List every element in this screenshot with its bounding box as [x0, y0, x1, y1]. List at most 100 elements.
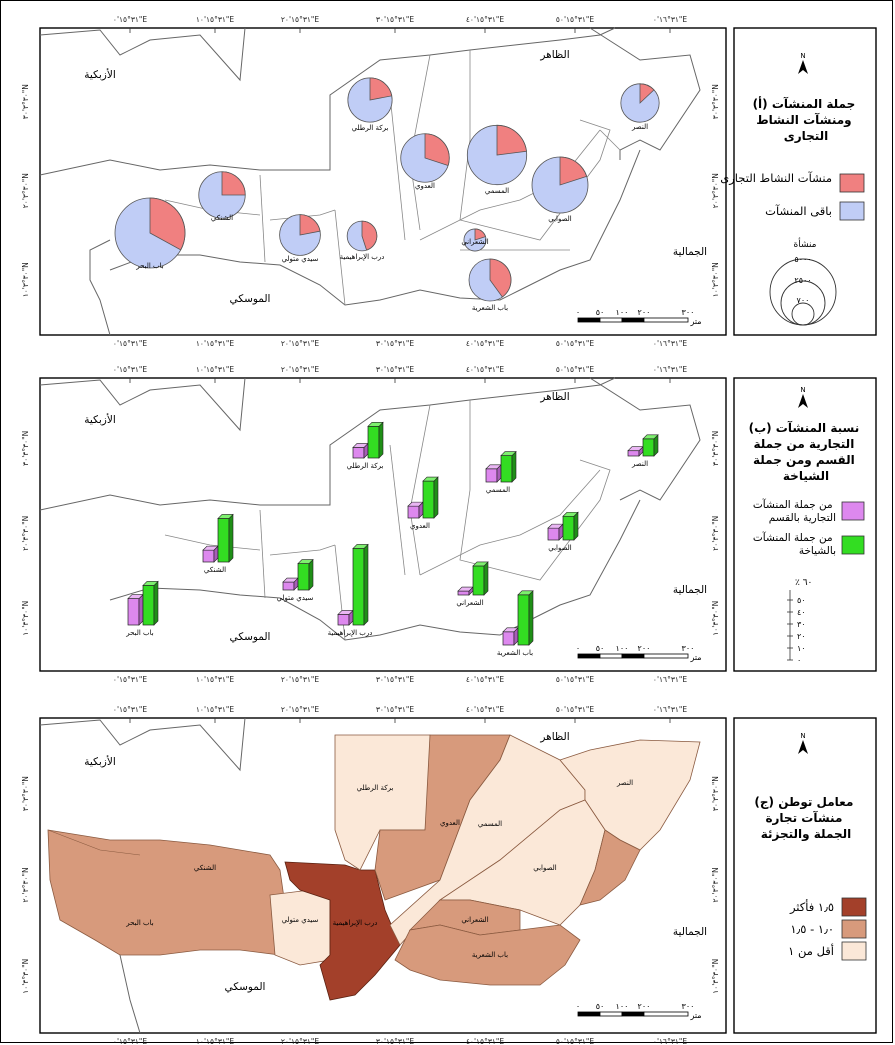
shiakha-label: الصوابي [533, 864, 557, 872]
bar-label: العدوي [410, 522, 430, 530]
grid-label-top: ٣١°١٥'٣٠"E [376, 365, 414, 374]
scale-tick: ٣٠٠ [682, 1002, 695, 1011]
grid-label-left: ٣٠°٣'٢٠"N [21, 867, 30, 902]
legend-swatch [842, 942, 866, 960]
grid-label-top: ٣١°١٥'٢٠"E [281, 15, 319, 24]
grid-label-left: ٣٠°٣'١٠"N [21, 262, 30, 297]
axis-tick-label: ٥٠ [797, 596, 806, 605]
shiakha-label: سيدي متولي [282, 916, 319, 924]
legend-swatch [842, 536, 864, 554]
grid-label-left: ٣٠°٣'١٠"N [21, 959, 30, 994]
grid-label-top: ٣١°١٥'١٠"E [196, 15, 234, 24]
grid-label-bottom: ٣١°١٥'٢٠"E [281, 1037, 319, 1045]
scale-tick: ٢٠٠ [638, 1002, 651, 1011]
legend-title-line: (ب) نسبة المنشآت [749, 420, 860, 435]
bar [423, 481, 434, 518]
area-sidi-mitwalli [270, 890, 330, 965]
legend-title-line: (أ) جملة المنشآت [753, 96, 856, 111]
pie-label: سيدي متولي [282, 255, 319, 263]
pie-label: بركة الرطلي [352, 124, 389, 132]
bar [353, 447, 364, 458]
bar [518, 595, 529, 645]
legend-label: ١٫٠ - ١٫٥ [790, 922, 834, 936]
bar [298, 564, 309, 590]
grid-label-bottom: ٣١°١٥'٣٠"E [376, 339, 414, 348]
panel-c [40, 718, 876, 1033]
legend-title-line: منشآت تجارة [765, 810, 842, 825]
legend-swatch [842, 502, 864, 520]
district-label: الأزبكية [84, 68, 116, 81]
district-label: الأزبكية [84, 755, 116, 768]
scale-tick: ٠ [576, 308, 580, 317]
pie-label: درب الإبراهيمية [340, 253, 385, 261]
scale-tick: ٥٠ [596, 308, 605, 317]
bar-side [574, 512, 578, 540]
grid-label-bottom: ٣١°١٦'٠"E [653, 1037, 687, 1045]
bar-side [139, 595, 143, 625]
axis-tick-label: ٠ [797, 656, 801, 665]
legend-title: (ج) معامل توطن منشآت تجارة الجملة والتجز… [754, 795, 857, 842]
scale-unit: متر [689, 653, 701, 662]
bar-side [379, 422, 383, 458]
grid-label-top: ٣١°١٥'٣٠"E [376, 705, 414, 714]
pie-label: المسمي [485, 187, 509, 195]
grid-label-left: ٣٠°٣'٣٠"N [21, 84, 30, 119]
shiakha-label: العدوي [440, 819, 460, 827]
shiakha-label: النصر [616, 779, 633, 787]
bar-label: الشعراني [456, 599, 483, 607]
shiakha-label: الشعراني [461, 916, 488, 924]
bar [486, 469, 497, 482]
bar [548, 528, 559, 540]
grid-label-top: ٣١°١٥'٤٠"E [466, 705, 504, 714]
legend-swatch [840, 174, 864, 192]
bar-side [512, 452, 516, 482]
bar-side [434, 477, 438, 518]
grid-label-right: ٣٠°٣'٣٠"N [711, 776, 720, 811]
grid-label-bottom: ٣١°١٥'٢٠"E [281, 675, 319, 684]
legend-swatch [840, 202, 864, 220]
scale-segment [578, 654, 600, 658]
district-label: الجمالية [673, 246, 707, 258]
size-value: ٢٥٠٠ [794, 276, 811, 285]
grid-label-bottom: ٣١°١٥'٣٠"E [376, 1037, 414, 1045]
grid-label-right: ٣٠°٣'٣٠"N [711, 84, 720, 119]
scale-unit: متر [689, 317, 701, 326]
bar [203, 550, 214, 562]
grid-label-bottom: ٣١°١٥'٢٠"E [281, 339, 319, 348]
scale-tick: ١٠٠ [616, 1002, 629, 1011]
legend-title-line: الجملة والتجزئة [761, 827, 852, 842]
bar [473, 566, 484, 595]
grid-label-top: ٣١°١٥'٤٠"E [466, 365, 504, 374]
grid-label-left: ٣٠°٣'١٠"N [21, 601, 30, 636]
axis-tick-label: ٢٠ [797, 632, 806, 641]
grid-label-left: ٣٠°٣'٢٠"N [21, 173, 30, 208]
legend-label-line: بالشياخة [799, 545, 836, 557]
grid-label-left: ٣٠°٣'٢٠"N [21, 516, 30, 551]
north-label: N [800, 52, 805, 60]
axis-tick-label: ٤٠ [797, 608, 806, 617]
bar [643, 439, 654, 456]
panel-c-legend-frame [734, 718, 876, 1033]
scale-tick: ٣٠٠ [682, 308, 695, 317]
grid-label-bottom: ٣١°١٥'٤٠"E [466, 675, 504, 684]
bar-side [309, 560, 313, 590]
grid-label-right: ٣٠°٣'٢٠"N [711, 516, 720, 551]
legend-label: ١٫٥ فأكثر [789, 899, 834, 915]
size-value: ٥٠٠٠ [794, 255, 811, 264]
pie-label: الشعراني [461, 238, 488, 246]
grid-label-bottom: ٣١°١٦'٠"E [653, 675, 687, 684]
grid-label-top: ٣١°١٥'١٠"E [196, 705, 234, 714]
bar-side [154, 581, 158, 625]
grid-label-top: ٣١°١٥'٥٠"E [556, 705, 594, 714]
legend-label-line: من جملة المنشآت [753, 531, 833, 544]
shiakha-label: المسمي [478, 820, 502, 828]
grid-label-left: ٣٠°٣'٣٠"N [21, 431, 30, 466]
grid-label-top: ٣١°١٥'٠"E [113, 705, 147, 714]
scale-tick: ٢٠٠ [638, 644, 651, 653]
grid-label-bottom: ٣١°١٥'٠"E [113, 675, 147, 684]
bar-side [364, 544, 368, 625]
bar [628, 451, 639, 456]
scale-segment [644, 1012, 688, 1016]
bar [408, 506, 419, 518]
